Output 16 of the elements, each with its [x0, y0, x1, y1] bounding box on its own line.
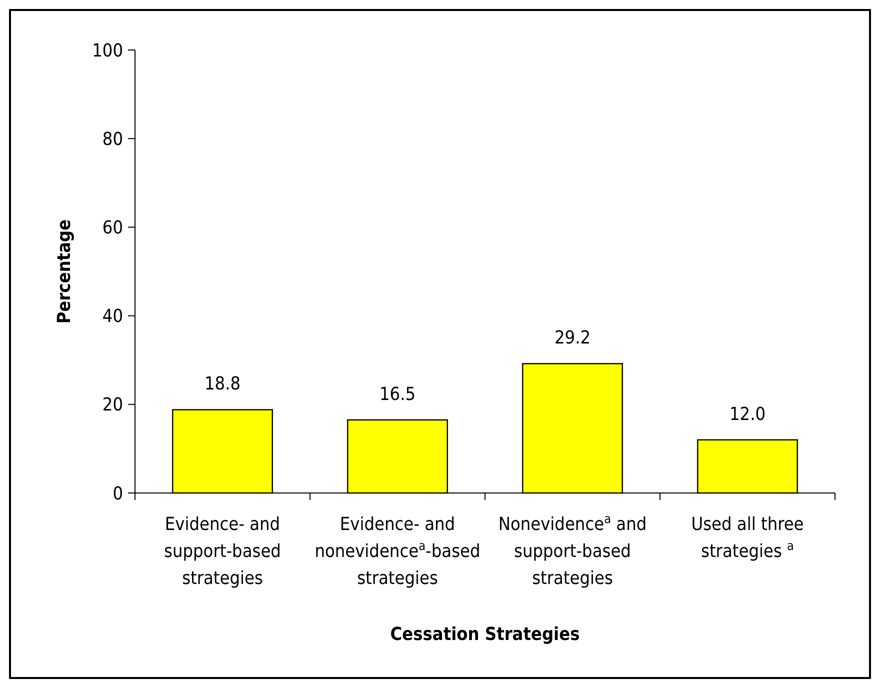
- data-label: 16.5: [379, 384, 416, 405]
- y-tick-label: 60: [102, 218, 123, 238]
- x-axis-title: Cessation Strategies: [390, 624, 580, 645]
- x-tick-label: Evidence- and support-based strategies: [164, 514, 281, 589]
- data-label: 12.0: [729, 404, 766, 425]
- y-tick-label: 100: [92, 40, 123, 62]
- x-tick-label: Used all three strategies $^{a}$: [691, 514, 804, 562]
- y-tick-label: 40: [102, 306, 123, 328]
- data-label: 18.8: [204, 374, 241, 395]
- y-tick-label: 0: [112, 483, 123, 504]
- data-label: 29.2: [554, 328, 591, 349]
- x-tick-label: Evidence- and nonevidence$^{a}$-based strategies: [314, 514, 480, 589]
- y-tick-label: 20: [102, 394, 123, 416]
- y-tick-label: 80: [102, 128, 123, 150]
- y-axis-title: Percentage: [54, 219, 75, 324]
- x-tick-label: Nonevidence$^{a}$ and support-based strategies: [498, 510, 647, 589]
